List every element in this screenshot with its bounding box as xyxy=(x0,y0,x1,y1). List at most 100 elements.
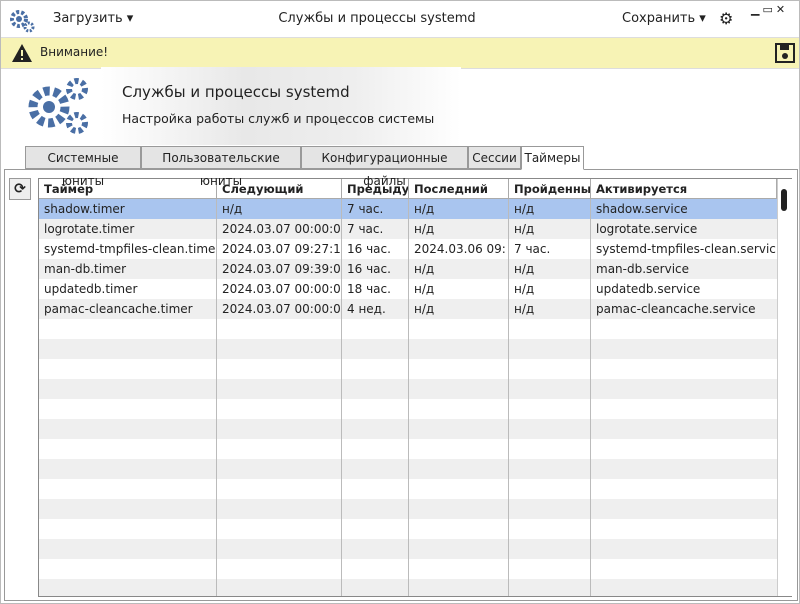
empty-row xyxy=(39,539,777,559)
column-divider xyxy=(590,519,591,539)
load-label[interactable]: Загрузить xyxy=(53,11,123,26)
table-cell: man-db.service xyxy=(596,262,690,276)
column-divider xyxy=(508,419,509,439)
column-divider xyxy=(590,219,591,239)
scroll-thumb[interactable] xyxy=(781,189,787,211)
column-divider xyxy=(341,219,342,239)
table-cell: shadow.service xyxy=(596,202,688,216)
column-divider xyxy=(216,239,217,259)
column-divider xyxy=(508,339,509,359)
empty-row xyxy=(39,579,777,596)
header-banner xyxy=(101,67,461,145)
empty-row xyxy=(39,359,777,379)
column-divider xyxy=(408,439,409,459)
column-divider xyxy=(590,399,591,419)
column-divider xyxy=(216,359,217,379)
table-cell: н/д xyxy=(414,262,435,276)
column-divider xyxy=(408,479,409,499)
column-divider xyxy=(341,299,342,319)
column-header[interactable]: Активируется xyxy=(591,179,777,199)
table-row[interactable]: man-db.timer 2024.03.07 09:39:0 16 час. н/д… xyxy=(39,259,777,279)
column-divider xyxy=(590,339,591,359)
table-cell: 2024.03.06 09: xyxy=(414,242,506,256)
column-header[interactable]: Предыдущ xyxy=(342,179,409,199)
column-divider xyxy=(341,459,342,479)
table-row[interactable]: logrotate.timer 2024.03.07 00:00:0 7 час. н… xyxy=(39,219,777,239)
column-divider xyxy=(590,359,591,379)
empty-row xyxy=(39,479,777,499)
empty-row xyxy=(39,319,777,339)
refresh-button[interactable]: ⟳ xyxy=(9,178,31,200)
column-divider xyxy=(590,419,591,439)
timers-table: ТаймерСледующийПредыдущПоследнийПройденн… xyxy=(38,178,792,597)
column-divider xyxy=(408,219,409,239)
column-divider xyxy=(341,579,342,596)
table-cell: н/д xyxy=(222,202,243,216)
column-header[interactable]: Следующий xyxy=(217,179,342,199)
column-divider xyxy=(341,479,342,499)
scrollbar[interactable] xyxy=(777,179,792,596)
window-controls[interactable]: ▁▭✕ xyxy=(751,3,789,16)
empty-row xyxy=(39,559,777,579)
column-divider xyxy=(508,439,509,459)
tab[interactable]: Системные юниты xyxy=(25,146,141,188)
table-row[interactable]: updatedb.timer 2024.03.07 00:00:0 18 час. н… xyxy=(39,279,777,299)
column-divider xyxy=(590,239,591,259)
column-divider xyxy=(216,259,217,279)
column-divider xyxy=(590,439,591,459)
save-menu[interactable]: Сохранить ▾ xyxy=(622,11,706,26)
column-divider xyxy=(590,559,591,579)
settings-button[interactable]: ⚙ xyxy=(719,9,734,28)
table-cell: updatedb.timer xyxy=(44,282,138,296)
empty-row xyxy=(39,439,777,459)
column-divider xyxy=(508,359,509,379)
column-divider xyxy=(408,399,409,419)
column-divider xyxy=(408,379,409,399)
column-divider xyxy=(508,239,509,259)
load-menu[interactable]: Загрузить ▾ xyxy=(53,11,134,26)
column-divider xyxy=(590,319,591,339)
column-divider xyxy=(216,499,217,519)
header-title: Службы и процессы systemd xyxy=(122,83,350,101)
table-cell: 4 нед. xyxy=(347,302,386,316)
tab[interactable]: Таймеры xyxy=(521,146,584,170)
column-divider xyxy=(508,479,509,499)
warning-text: Внимание! xyxy=(40,45,109,59)
save-label[interactable]: Сохранить xyxy=(622,11,696,26)
table-row[interactable]: shadow.timer н/д 7 час. н/д н/д shadow.servi… xyxy=(39,199,777,219)
column-divider xyxy=(341,359,342,379)
save-icon[interactable] xyxy=(775,43,795,63)
tab[interactable]: Сессии xyxy=(468,146,521,169)
table-cell: н/д xyxy=(514,222,535,236)
column-divider xyxy=(508,199,509,219)
column-divider xyxy=(216,399,217,419)
empty-row xyxy=(39,379,777,399)
tab[interactable]: Пользовательские юниты xyxy=(141,146,301,188)
column-divider xyxy=(216,519,217,539)
column-header[interactable]: Последний xyxy=(409,179,509,199)
window-title: Службы и процессы systemd xyxy=(278,11,476,26)
column-divider xyxy=(408,299,409,319)
column-header[interactable]: Пройденный xyxy=(509,179,591,199)
column-divider xyxy=(508,559,509,579)
column-divider xyxy=(341,519,342,539)
empty-row xyxy=(39,419,777,439)
table-cell: pamac-cleancache.timer xyxy=(44,302,193,316)
column-divider xyxy=(216,539,217,559)
empty-row xyxy=(39,499,777,519)
column-divider xyxy=(408,539,409,559)
table-row[interactable]: pamac-cleancache.timer 2024.03.07 00:00:0… xyxy=(39,299,777,319)
app-icon xyxy=(10,10,35,33)
tab[interactable]: Конфигурационные файлы xyxy=(301,146,468,188)
column-divider xyxy=(408,199,409,219)
table-cell: updatedb.service xyxy=(596,282,701,296)
column-divider xyxy=(408,359,409,379)
table-cell: shadow.timer xyxy=(44,202,125,216)
table-cell: systemd-tmpfiles-clean.timer xyxy=(44,242,217,256)
table-row[interactable]: systemd-tmpfiles-clean.timer 2024.03.07 0… xyxy=(39,239,777,259)
column-divider xyxy=(508,499,509,519)
column-header[interactable]: Таймер xyxy=(39,179,217,199)
column-divider xyxy=(341,339,342,359)
column-divider xyxy=(408,459,409,479)
column-divider xyxy=(408,339,409,359)
